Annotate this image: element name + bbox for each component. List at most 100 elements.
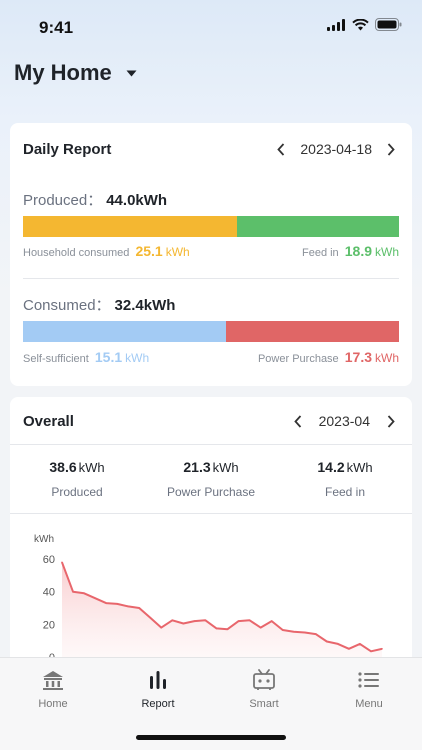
household-consumed-segment [23, 216, 238, 237]
data-point [171, 619, 174, 622]
data-point [292, 630, 295, 633]
overall-date-nav: 2023-04 [291, 413, 398, 429]
stat-value: 21.3 [183, 459, 211, 475]
consumed-label: Consumed： [23, 297, 111, 314]
tab-label: Report [141, 698, 175, 710]
menu-list-icon [358, 672, 379, 688]
produced-line: Produced： 44.0kWh [23, 189, 167, 210]
consumed-bar [23, 321, 399, 342]
household-value: 25.1 [135, 243, 163, 259]
overall-head-divider [10, 444, 412, 445]
tab-report[interactable]: Report [123, 667, 193, 710]
area-fill [62, 562, 382, 657]
consumed-line: Consumed： 32.4kWh [23, 294, 175, 315]
stat-unit: kWh [78, 460, 105, 475]
bottom-tab-bar: Home Report Smart [0, 657, 422, 750]
overall-stats: 38.6 kWh Produced 21.3 kWh Power Purchase … [10, 459, 412, 499]
household-unit: kWh [165, 245, 190, 259]
data-point [348, 648, 350, 650]
power-purchase-segment [226, 321, 399, 342]
status-time: 9:41 [39, 18, 74, 37]
self-sufficient-segment [23, 321, 227, 342]
signal-icon [327, 18, 345, 31]
stat-unit: kWh [212, 460, 239, 475]
stat-unit: kWh [346, 460, 373, 475]
self-sufficient-label: Self-sufficient [23, 353, 89, 365]
daily-report-title: Daily Report [23, 140, 112, 158]
data-point [160, 626, 163, 629]
status-icons [327, 18, 402, 31]
data-point [359, 643, 361, 645]
consumed-value: 32.4kWh [114, 297, 176, 314]
robot-icon [253, 669, 275, 690]
section-divider [23, 278, 399, 279]
data-point [182, 622, 185, 625]
household-label: Household consumed [23, 247, 130, 259]
power-purchase-unit: kWh [375, 351, 399, 365]
chevron-right-icon [387, 414, 395, 428]
prev-day-button[interactable] [274, 142, 288, 156]
data-point [259, 626, 262, 629]
data-point [237, 620, 240, 622]
bar-chart-icon [150, 671, 166, 689]
house-icon [43, 671, 63, 690]
tab-label: Home [38, 698, 68, 710]
wifi-icon [352, 18, 369, 30]
data-point [337, 643, 339, 645]
data-point [83, 592, 85, 595]
stat-feed-in: 14.2 kWh Feed in [278, 459, 412, 499]
data-point [304, 631, 306, 634]
power-purchase-label: Power Purchase [257, 353, 339, 365]
stat-label: Power Purchase [166, 485, 256, 499]
daily-date[interactable]: 2023-04-18 [300, 141, 372, 157]
stat-label: Produced [51, 485, 103, 499]
y-tick-label: 20 [43, 619, 55, 631]
tab-smart[interactable]: Smart [229, 667, 299, 710]
caret-down-icon [126, 70, 137, 76]
overall-date[interactable]: 2023-04 [318, 413, 370, 429]
self-sufficient-unit: kWh [125, 351, 150, 365]
data-point [94, 597, 96, 599]
data-point [270, 620, 273, 622]
chevron-right-icon [387, 142, 395, 156]
feed-in-value: 18.9 [344, 243, 372, 259]
data-point [315, 633, 317, 635]
next-month-button[interactable] [384, 414, 398, 428]
data-point [72, 590, 74, 593]
produced-value: 44.0kWh [106, 192, 168, 209]
feed-in-legend: Feed in 18.9 kWh [302, 243, 399, 259]
status-bar: 9:41 [0, 0, 422, 52]
y-tick-label: 40 [43, 587, 55, 599]
y-axis-unit: kWh [34, 534, 54, 545]
y-tick-label: 60 [43, 554, 55, 566]
produced-label: Produced： [23, 192, 103, 209]
data-point [116, 603, 118, 605]
self-sufficient-legend: Self-sufficient 15.1 kWh [23, 349, 149, 365]
stat-power-purchase: 21.3 kWh Power Purchase [144, 459, 278, 499]
prev-month-button[interactable] [291, 414, 305, 428]
daily-report-card: Daily Report 2023-04-18 Produced： 44.0kW… [10, 123, 412, 386]
stats-divider [10, 513, 412, 514]
stat-label: Feed in [324, 485, 366, 499]
produced-legend: Household consumed 25.1 kWh Feed in 18.9 k… [23, 243, 399, 259]
data-point [127, 605, 129, 608]
consumed-legend: Self-sufficient 15.1 kWh Power Purchase 1… [23, 349, 399, 365]
stat-value: 14.2 [317, 459, 345, 475]
home-selector[interactable]: My Home [14, 60, 137, 86]
next-day-button[interactable] [384, 142, 398, 156]
series-line [61, 561, 383, 653]
chevron-left-icon [277, 142, 285, 156]
overall-title: Overall [23, 412, 74, 430]
data-point [61, 561, 63, 564]
tab-label: Menu [355, 698, 383, 710]
tab-home[interactable]: Home [18, 667, 88, 710]
home-indicator [136, 735, 286, 740]
produced-bar [23, 216, 399, 237]
stat-value: 38.6 [49, 459, 77, 475]
overall-card: Overall 2023-04 38.6 kWh Produced 21.3 kWh… [10, 397, 412, 697]
data-point [281, 629, 284, 631]
overall-chart: kWh 6040200 [10, 527, 412, 697]
chevron-left-icon [293, 414, 301, 428]
household-legend: Household consumed 25.1 kWh [23, 243, 190, 259]
tab-menu[interactable]: Menu [334, 667, 404, 710]
